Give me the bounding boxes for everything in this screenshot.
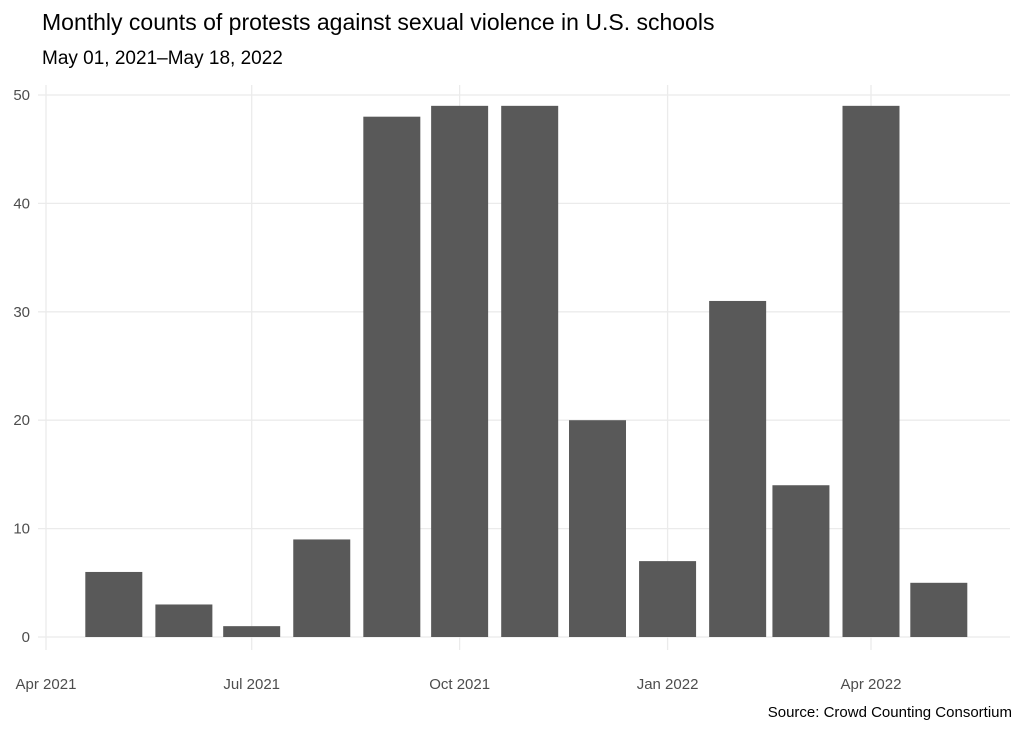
- bar: [639, 561, 697, 637]
- chart-title: Monthly counts of protests against sexua…: [42, 9, 714, 35]
- x-tick-label: Jan 2022: [637, 676, 699, 693]
- bar: [223, 626, 281, 637]
- x-axis: Apr 2021 Jul 2021 Oct 2021 Jan 2022 Apr 2022: [16, 676, 902, 693]
- chart-subtitle: May 01, 2021–May 18, 2022: [42, 48, 283, 69]
- bar: [155, 604, 213, 637]
- chart-caption: Source: Crowd Counting Consortium: [768, 704, 1012, 721]
- bar: [363, 116, 421, 638]
- bar: [842, 105, 900, 638]
- bars: [85, 105, 968, 638]
- y-tick-label: 20: [13, 412, 30, 429]
- y-tick-label: 10: [13, 521, 30, 538]
- bar: [431, 105, 489, 638]
- bar: [85, 571, 143, 637]
- bar: [772, 485, 830, 637]
- x-tick-label: Apr 2021: [16, 676, 77, 693]
- y-tick-label: 30: [13, 304, 30, 321]
- x-tick-label: Jul 2021: [223, 676, 280, 693]
- x-tick-label: Oct 2021: [429, 676, 490, 693]
- bar: [910, 582, 968, 637]
- y-tick-label: 50: [13, 87, 30, 104]
- bar: [501, 105, 559, 638]
- bar: [709, 300, 767, 637]
- bar: [293, 539, 351, 637]
- bar: [569, 420, 627, 637]
- y-tick-label: 40: [13, 195, 30, 212]
- x-tick-label: Apr 2022: [841, 676, 902, 693]
- y-tick-label: 0: [22, 629, 30, 646]
- y-axis: 0 10 20 30 40 50: [13, 87, 30, 646]
